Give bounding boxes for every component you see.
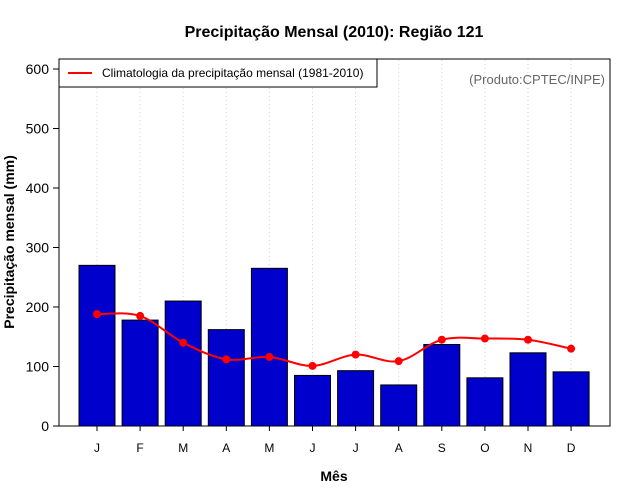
ytick-label-0: 0 — [41, 418, 49, 434]
legend-box — [58, 58, 378, 88]
xtick-label-1: F — [136, 441, 143, 455]
bar-j-6 — [337, 370, 375, 427]
ytick-label-300: 300 — [26, 240, 50, 256]
bar-f-1 — [121, 319, 159, 427]
bar-m-4 — [250, 267, 288, 427]
xtick-label-3: A — [222, 441, 230, 455]
climatology-point-10 — [524, 335, 532, 344]
bar-s-8 — [423, 343, 461, 427]
bar-j-0 — [78, 264, 116, 427]
climatology-line — [93, 310, 576, 370]
xtick-label-9: O — [480, 441, 489, 455]
xtick-label-7: A — [395, 441, 403, 455]
climatology-point-7 — [394, 357, 403, 366]
ytick-label-100: 100 — [26, 359, 50, 375]
bar-j-5 — [294, 374, 331, 427]
climatology-point-6 — [351, 350, 360, 359]
xtick-label-2: M — [178, 441, 188, 455]
xtick-label-10: N — [524, 441, 533, 455]
climatology-point-4 — [265, 352, 274, 361]
climatology-point-1 — [136, 311, 145, 320]
bar-a-3 — [207, 329, 245, 427]
climatology-point-3 — [222, 355, 231, 364]
xtick-label-4: M — [264, 441, 274, 455]
climatology-point-2 — [179, 338, 188, 347]
bar-o-9 — [466, 377, 504, 427]
xtick-label-11: D — [567, 441, 576, 455]
climatology-point-0 — [93, 310, 101, 319]
ytick-label-600: 600 — [26, 61, 50, 77]
legend: Climatologia da precipitação mensal (198… — [58, 58, 378, 88]
credit-text: (Produto:CPTEC/INPE) — [469, 72, 605, 87]
bars — [78, 264, 590, 427]
xtick-label-5: J — [310, 441, 316, 455]
ytick-label-500: 500 — [26, 121, 50, 137]
xtick-label-8: S — [438, 441, 446, 455]
xtick-label-0: J — [94, 441, 100, 455]
climatology-point-8 — [437, 335, 446, 344]
bar-n-10 — [509, 352, 547, 427]
y-axis-label: Precipitação mensal (mm) — [1, 155, 17, 329]
bar-m-2 — [164, 300, 202, 427]
climatology-point-9 — [480, 334, 489, 343]
bar-d-11 — [552, 371, 590, 427]
bar-a-7 — [380, 384, 418, 427]
ytick-label-400: 400 — [26, 180, 50, 196]
x-axis-label: Mês — [320, 468, 347, 484]
climatology-point-5 — [308, 361, 317, 370]
chart-title: Precipitação Mensal (2010): Região 121 — [185, 24, 484, 41]
climatology-point-11 — [567, 344, 576, 353]
ytick-label-200: 200 — [26, 299, 50, 315]
y-axis: 0 100 200 300 400 500 600 — [26, 61, 59, 434]
xtick-label-6: J — [353, 441, 359, 455]
legend-entry-climatology: Climatologia da precipitação mensal (198… — [102, 66, 363, 80]
